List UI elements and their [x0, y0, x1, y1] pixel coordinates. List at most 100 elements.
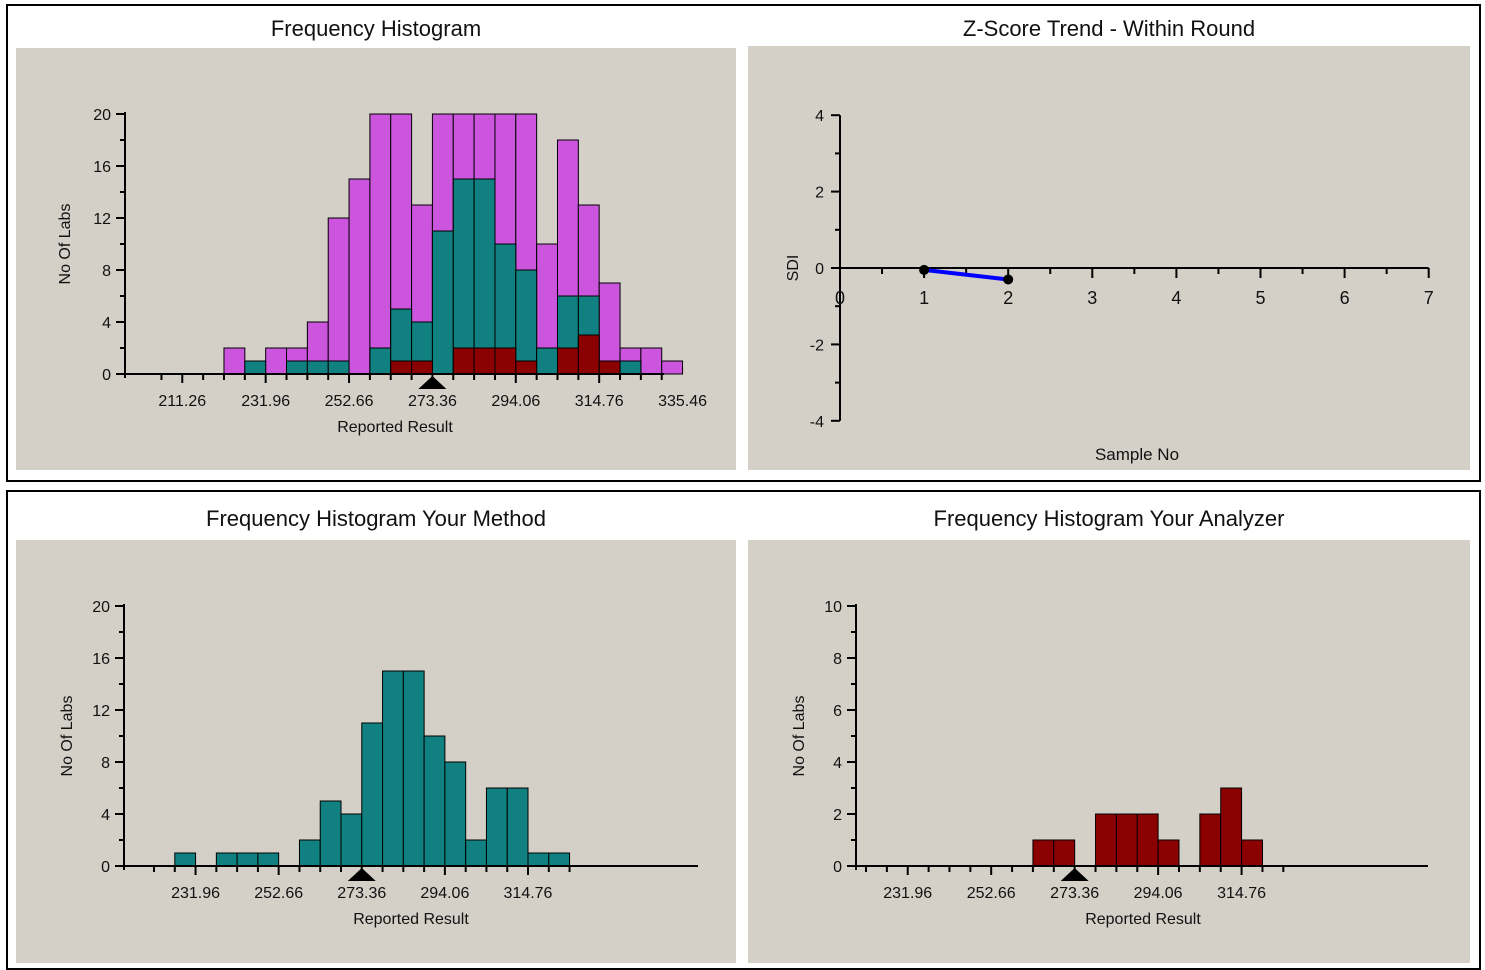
bar-all-5: [265, 347, 288, 375]
y-tick-label: 20: [92, 599, 110, 616]
y-tick-label: 16: [92, 651, 110, 668]
bar-all-8: [327, 217, 350, 375]
chart-title-analyzer: Frequency Histogram Your Analyzer: [933, 506, 1285, 531]
y-tick-label: 12: [92, 703, 110, 720]
bar-method-11: [382, 670, 404, 867]
bar-analyzer-20: [577, 334, 600, 375]
y-tick-label: 20: [93, 107, 111, 124]
bar-method-18: [527, 852, 550, 867]
x-axis-label: Reported Result: [353, 911, 469, 928]
y-tick-label: 8: [101, 755, 110, 772]
x-tick-label: 5: [1255, 288, 1265, 308]
bar-analyzer-14: [452, 347, 475, 375]
plot-area-method: 0 4 8 12 16 20 231.96 252.66 273.36 294.06 314.76 R…: [16, 540, 736, 963]
y-tick-label: 4: [815, 108, 824, 125]
y-tick-label: 0: [833, 859, 842, 876]
chart-title-overall: Frequency Histogram: [270, 16, 482, 41]
y-axis-label: No Of Labs: [791, 696, 808, 777]
bar-method-5: [257, 852, 280, 867]
y-axis-label: SDI: [785, 255, 802, 282]
x-tick-label: 314.76: [1217, 885, 1266, 902]
y-tick-label: 4: [833, 755, 842, 772]
y-axis-label: No Of Labs: [57, 204, 74, 285]
y-tick-label: -2: [810, 337, 824, 354]
bar-all-21: [598, 282, 621, 375]
x-tick-label: 314.76: [575, 393, 624, 410]
y-tick-label: 8: [102, 263, 111, 280]
bar-analyzer-17: [515, 360, 538, 375]
bar-analyzer-11: [1095, 813, 1117, 867]
zscore-trend-line: [923, 267, 1009, 282]
y-tick-label: -4: [810, 414, 824, 431]
x-tick-label: 7: [1424, 288, 1434, 308]
chart-title-method: Frequency Histogram Your Method: [206, 506, 546, 531]
bar-method-7: [306, 360, 329, 375]
bar-analyzer-11: [390, 360, 413, 375]
bar-method-6: [286, 360, 308, 375]
y-tick-label: 10: [824, 599, 842, 616]
y-tick-label: 6: [833, 703, 842, 720]
bar-method-14: [444, 761, 467, 867]
x-tick-label: 231.96: [171, 885, 220, 902]
bar-method-7: [298, 839, 321, 867]
bar-all-9: [348, 178, 371, 375]
x-tick-label: 294.06: [420, 885, 469, 902]
bar-method-13: [423, 735, 446, 867]
x-tick-label: 314.76: [504, 885, 553, 902]
bar-method-12: [402, 670, 425, 867]
bar-analyzer-12: [1115, 813, 1138, 867]
bar-method-16: [485, 787, 508, 867]
bar-method-3: [215, 852, 238, 867]
y-tick-label: 2: [833, 807, 842, 824]
bar-analyzer-9: [1053, 839, 1076, 867]
y-tick-label: 4: [102, 315, 111, 332]
x-axis-label: Reported Result: [1085, 911, 1201, 928]
target-marker-icon: [1060, 868, 1089, 881]
zscore-point-1: [919, 264, 930, 275]
bar-analyzer-17: [1220, 787, 1243, 867]
bar-analyzer-15: [473, 347, 496, 375]
y-tick-label: 0: [101, 859, 110, 876]
x-tick-label: 252.66: [967, 885, 1016, 902]
bar-all-24: [661, 360, 684, 375]
bar-method-19: [548, 852, 571, 867]
x-tick-label: 294.06: [1134, 885, 1183, 902]
bar-method-13: [431, 230, 454, 375]
x-tick-label: 294.06: [491, 393, 540, 410]
histogram-analyzer: 0 2 4 6 8 10 231.96 252.66 273.36 294.06 314.76 Rep…: [791, 599, 1428, 928]
x-axis-label: Reported Result: [337, 419, 453, 436]
y-tick-label: 2: [815, 185, 824, 202]
chart-title-zscore: Z-Score Trend - Within Round: [962, 16, 1256, 41]
x-tick-label: 252.66: [254, 885, 303, 902]
zscore-trend-chart: -4 -2 0 2 4 0 1 2 3 4 5 6 7 SDI Sample No: [785, 108, 1434, 464]
target-marker-icon: [418, 376, 447, 389]
bar-method-1: [174, 852, 197, 867]
x-tick-label: 273.36: [408, 393, 457, 410]
bar-analyzer-8: [1032, 839, 1055, 867]
bar-method-22: [619, 360, 642, 375]
y-tick-label: 0: [102, 367, 111, 384]
x-tick-label: 211.26: [158, 393, 206, 410]
y-tick-label: 12: [93, 211, 111, 228]
y-tick-label: 4: [101, 807, 110, 824]
bar-method-15: [473, 178, 496, 375]
x-tick-label: 231.96: [241, 393, 290, 410]
x-tick-label: 6: [1340, 288, 1350, 308]
bar-method-9: [340, 813, 363, 867]
y-tick-label: 8: [833, 651, 842, 668]
bar-method-18: [536, 347, 558, 375]
x-tick-label: 335.46: [658, 393, 707, 410]
bar-method-4: [244, 360, 267, 375]
target-marker-icon: [347, 868, 376, 881]
bar-method-8: [327, 360, 350, 375]
plot-area-zscore: -4 -2 0 2 4 0 1 2 3 4 5 6 7 SDI Sample No: [748, 46, 1470, 470]
histogram-method: 0 4 8 12 16 20 231.96 252.66 273.36 294.06 314.76 R…: [59, 599, 698, 928]
bar-method-17: [506, 787, 529, 867]
y-tick-label: 0: [815, 261, 824, 278]
plot-area-overall: 0 4 8 12 16 20 211.26 231.96 252.66 273.36 294.06 3…: [16, 48, 736, 470]
histogram-overall: 0 4 8 12 16 20 211.26 231.96 252.66 273.36 294.06 3…: [57, 107, 707, 436]
bar-analyzer-16: [1199, 813, 1222, 867]
x-tick-label: 273.36: [1050, 885, 1099, 902]
bar-analyzer-12: [411, 360, 433, 375]
x-tick-label: 0: [835, 288, 845, 308]
